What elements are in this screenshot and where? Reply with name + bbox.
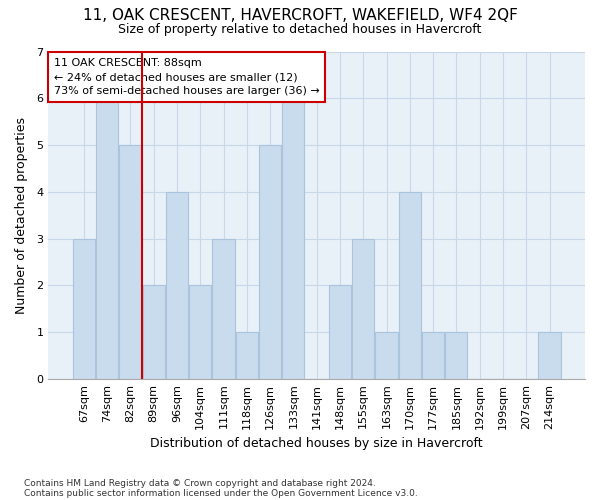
Bar: [376, 332, 398, 379]
Bar: [445, 332, 467, 379]
Bar: [259, 145, 281, 379]
Bar: [189, 286, 211, 379]
Text: Size of property relative to detached houses in Havercroft: Size of property relative to detached ho…: [118, 22, 482, 36]
Bar: [119, 145, 142, 379]
Bar: [329, 286, 351, 379]
Text: Contains public sector information licensed under the Open Government Licence v3: Contains public sector information licen…: [24, 488, 418, 498]
Bar: [212, 238, 235, 379]
Bar: [422, 332, 444, 379]
Bar: [236, 332, 258, 379]
Bar: [399, 192, 421, 379]
Bar: [166, 192, 188, 379]
Y-axis label: Number of detached properties: Number of detached properties: [15, 116, 28, 314]
Bar: [143, 286, 165, 379]
Bar: [538, 332, 560, 379]
X-axis label: Distribution of detached houses by size in Havercroft: Distribution of detached houses by size …: [151, 437, 483, 450]
Bar: [73, 238, 95, 379]
Bar: [352, 238, 374, 379]
Bar: [283, 98, 304, 379]
Text: Contains HM Land Registry data © Crown copyright and database right 2024.: Contains HM Land Registry data © Crown c…: [24, 478, 376, 488]
Text: 11 OAK CRESCENT: 88sqm
← 24% of detached houses are smaller (12)
73% of semi-det: 11 OAK CRESCENT: 88sqm ← 24% of detached…: [53, 58, 319, 96]
Bar: [96, 98, 118, 379]
Text: 11, OAK CRESCENT, HAVERCROFT, WAKEFIELD, WF4 2QF: 11, OAK CRESCENT, HAVERCROFT, WAKEFIELD,…: [83, 8, 517, 22]
